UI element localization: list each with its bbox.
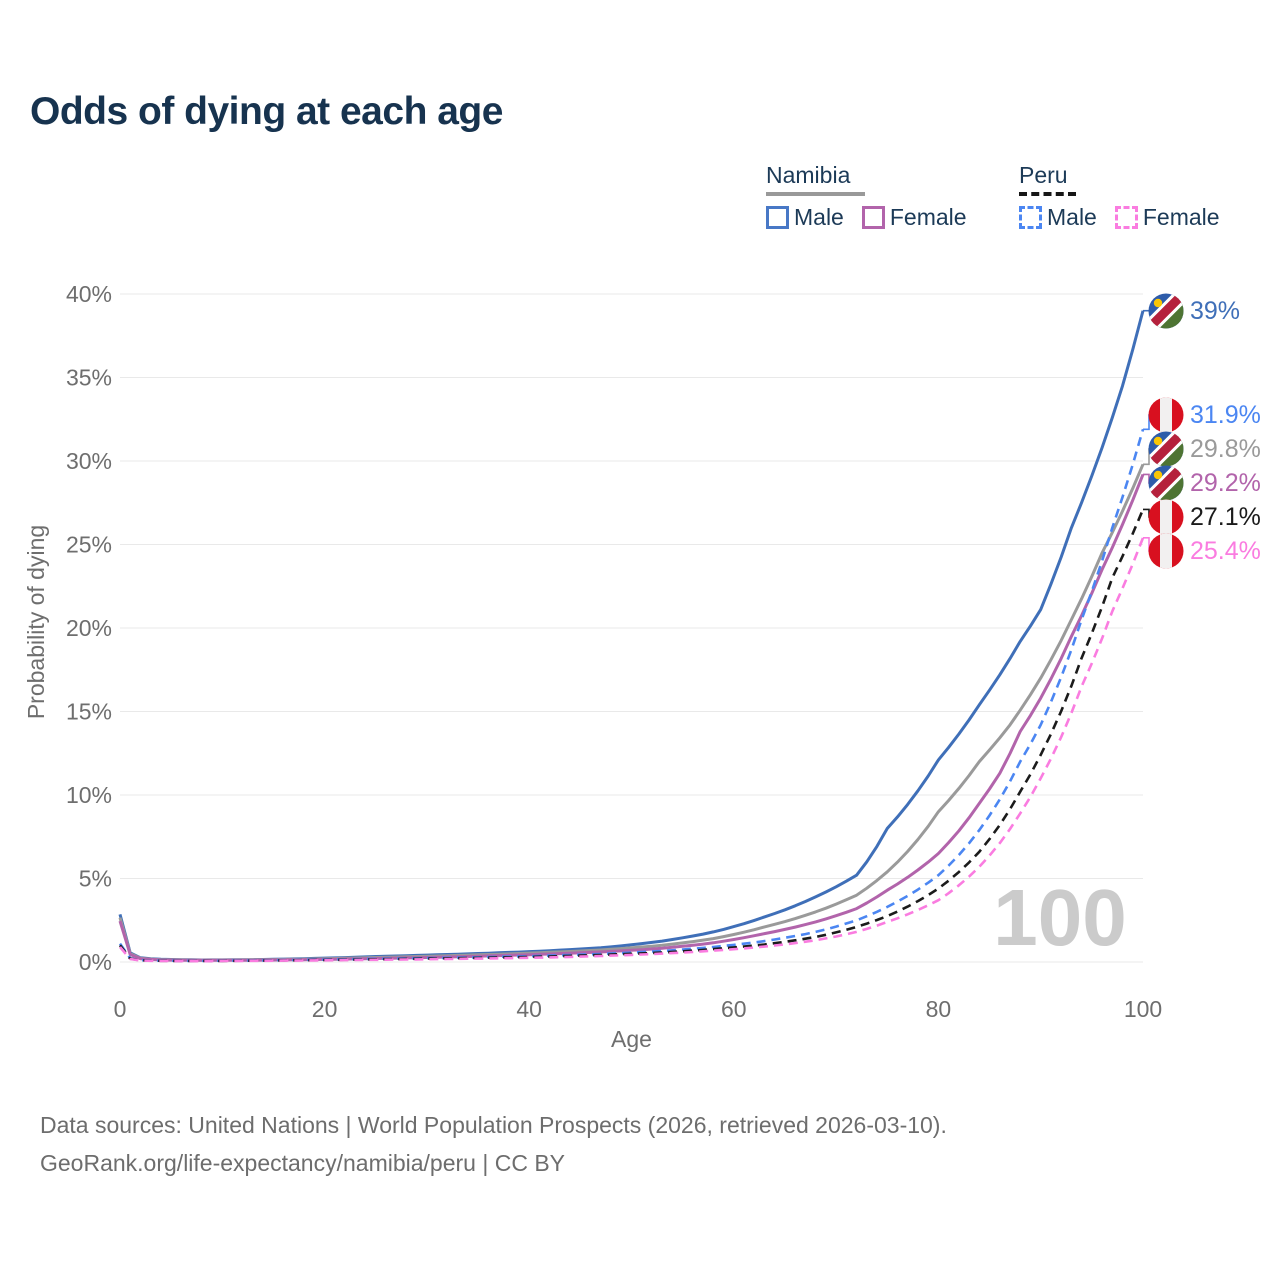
y-tick-label: 35%: [66, 365, 112, 391]
y-tick-label: 10%: [66, 782, 112, 808]
end-label-namibia-female: 29.2%: [1148, 465, 1261, 501]
series-line-namibia-female: [118, 473, 1145, 962]
end-label-value: 31.9%: [1190, 400, 1261, 429]
series-line-peru-female: [119, 537, 1145, 963]
x-tick-label: 20: [312, 996, 338, 1022]
series-line-namibia-male: [118, 310, 1145, 962]
peru-male-swatch-icon: [1019, 206, 1042, 229]
page-title: Odds of dying at each age: [30, 90, 503, 133]
legend-label-peru-male: Male: [1047, 204, 1097, 230]
series-line-namibia-both-sexes: [118, 463, 1145, 962]
y-axis-title: Probability of dying: [23, 525, 49, 719]
namibia-flag-icon: [1148, 293, 1184, 329]
end-label-value: 29.2%: [1190, 468, 1261, 497]
series-line-peru-both-sexes: [118, 508, 1145, 963]
end-label-peru-both-sexes: 27.1%: [1148, 499, 1261, 535]
legend-country-namibia: Namibia: [766, 162, 851, 188]
legend-group-peru: Peru Male Female: [1019, 162, 1220, 231]
legend-group-namibia: Namibia Male Female: [766, 162, 967, 231]
end-label-peru-male: 31.9%: [1148, 397, 1261, 433]
peru-flag-icon: [1148, 397, 1184, 433]
x-tick-label: 80: [926, 996, 952, 1022]
legend-label-namibia-male: Male: [794, 204, 844, 230]
series-line-peru-male: [118, 428, 1145, 963]
end-label-value: 29.8%: [1190, 434, 1261, 463]
end-label-value: 27.1%: [1190, 502, 1261, 531]
y-tick-label: 15%: [66, 699, 112, 725]
legend-country-peru: Peru: [1019, 162, 1068, 188]
x-tick-label: 40: [516, 996, 542, 1022]
namibia-flag-icon: [1148, 431, 1184, 467]
y-tick-label: 40%: [66, 281, 112, 307]
namibia-flag-icon: [1148, 465, 1184, 501]
peru-flag-icon: [1148, 499, 1184, 535]
end-label-value: 39%: [1190, 296, 1241, 325]
namibia-female-swatch-icon: [861, 206, 885, 229]
y-tick-label: 30%: [66, 448, 112, 474]
footer-attribution: Data sources: United Nations | World Pop…: [40, 1106, 947, 1182]
namibia-male-swatch-icon: [766, 206, 789, 229]
y-tick-label: 25%: [66, 532, 112, 558]
x-axis-title: Age: [611, 1026, 652, 1052]
legend-label-peru-female: Female: [1142, 204, 1220, 230]
x-tick-label: 100: [1124, 996, 1162, 1022]
end-label-value: 25.4%: [1190, 536, 1261, 565]
end-label-peru-female: 25.4%: [1148, 533, 1261, 569]
x-tick-label: 0: [114, 996, 127, 1022]
y-tick-label: 0%: [79, 949, 112, 975]
source-url-line: GeoRank.org/life-expectancy/namibia/peru…: [40, 1150, 566, 1176]
x-tick-label: 60: [721, 996, 747, 1022]
legend-label-namibia-female: Female: [889, 204, 967, 230]
peru-flag-icon: [1148, 533, 1184, 569]
y-tick-label: 5%: [79, 866, 112, 892]
namibia-solid-line-sample: [766, 192, 865, 196]
data-sources-line: Data sources: United Nations | World Pop…: [40, 1112, 947, 1138]
peru-dashed-line-sample: [1019, 192, 1076, 196]
watermark-max-age: 100: [993, 873, 1126, 962]
end-label-namibia-both-sexes: 29.8%: [1148, 431, 1261, 467]
peru-female-swatch-icon: [1114, 206, 1138, 229]
y-tick-label: 20%: [66, 615, 112, 641]
end-label-namibia-male: 39%: [1148, 293, 1240, 329]
